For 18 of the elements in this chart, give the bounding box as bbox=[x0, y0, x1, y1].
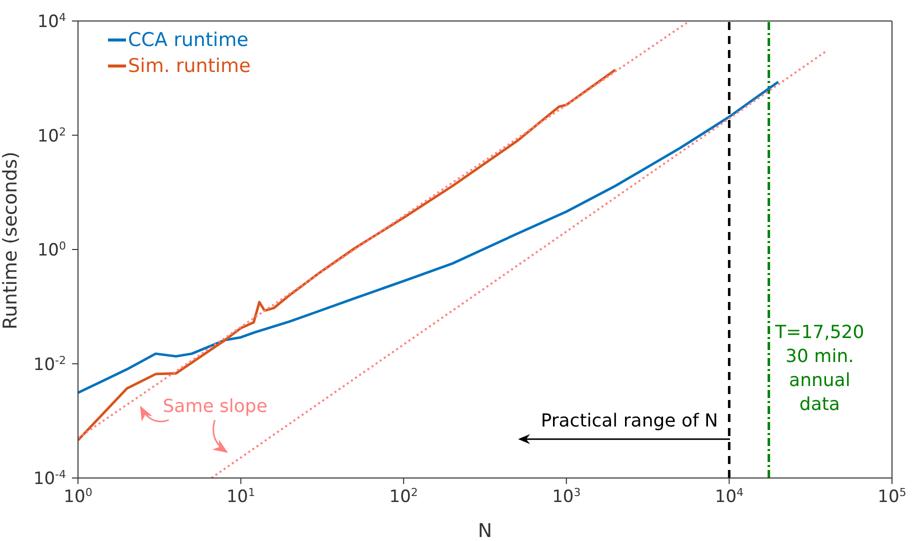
x-tick-label: 10$^{5}$ bbox=[878, 486, 906, 507]
x-tick-label: 10$^{3}$ bbox=[552, 486, 581, 507]
y-tick-label: 10$^{-2}$ bbox=[33, 353, 66, 375]
y-tick-label: 10$^{2}$ bbox=[37, 124, 66, 146]
x-tick-label: 10$^{4}$ bbox=[714, 486, 744, 507]
x-tick-label: 10$^{0}$ bbox=[64, 486, 92, 507]
ref-line-label: Practical range of N bbox=[540, 410, 718, 432]
x-tick-label: 10$^{1}$ bbox=[226, 486, 256, 507]
y-tick-label: 10$^{0}$ bbox=[37, 239, 66, 260]
ref-line-label: T=17,520 30 min. annual data bbox=[774, 322, 864, 415]
annotation: Same slope bbox=[162, 396, 268, 418]
y-axis-title: Runtime (seconds) bbox=[0, 152, 22, 330]
x-axis-title: N bbox=[478, 520, 492, 541]
y-tick-label: 10$^{4}$ bbox=[37, 10, 66, 32]
x-tick-label: 10$^{2}$ bbox=[389, 486, 418, 507]
y-tick-label: 10$^{-4}$ bbox=[33, 468, 66, 489]
legend-label: CCA runtime bbox=[128, 28, 248, 53]
legend-label: Sim. runtime bbox=[128, 54, 251, 79]
